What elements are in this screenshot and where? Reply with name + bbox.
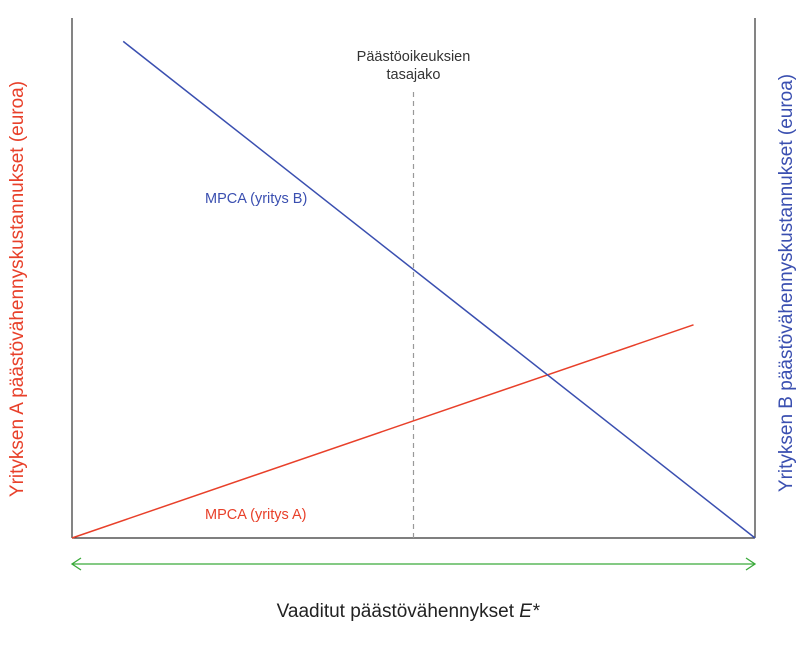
series-label-firm-a: MPCA (yritys A) (205, 507, 307, 523)
x-axis-label-text: Vaaditut päästövähennykset (277, 601, 520, 622)
equal-distribution-label-line1: Päästöoikeuksien (357, 49, 471, 65)
y-axis-label-right: Yrityksen B päästövähennyskustannukset (… (776, 74, 797, 492)
reduction-double-arrow (70, 557, 757, 571)
series-line-firm-a (71, 324, 694, 539)
x-axis-label-variable: E* (519, 601, 540, 622)
series-label-firm-b: MPCA (yritys B) (205, 191, 307, 207)
y-axis-label-left: Yrityksen A päästövähennyskustannukset (… (7, 81, 28, 497)
equal-distribution-label-line2: tasajako (386, 67, 440, 83)
series-line-firm-b (122, 40, 756, 539)
x-axis-label: Vaaditut päästövähennykset E* (277, 601, 540, 622)
